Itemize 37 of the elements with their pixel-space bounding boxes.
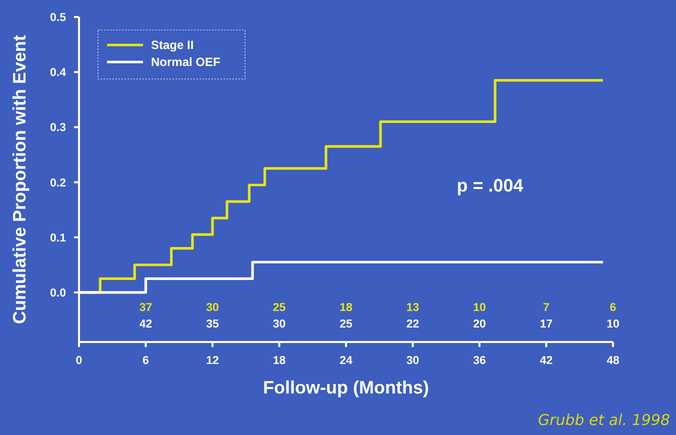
annotation: 17	[540, 318, 553, 330]
annotation: 20	[473, 318, 486, 330]
annotation: 30	[206, 302, 219, 314]
x-tick-label: 12	[206, 355, 219, 368]
annotation: 25	[272, 302, 286, 314]
annotation: 37	[139, 302, 152, 314]
annotation: 42	[139, 318, 152, 330]
y-tick-label: 0.4	[50, 67, 67, 80]
annotation: 35	[206, 318, 220, 330]
annotation: 13	[406, 302, 420, 314]
annotation: 10	[606, 318, 620, 330]
y-tick-label: 0.3	[50, 122, 66, 134]
legend-label: Stage II	[151, 38, 194, 52]
annotation: 18	[340, 302, 353, 314]
legend-label: Normal OEF	[151, 55, 220, 70]
text: Grubb et al. 1998	[538, 411, 670, 429]
x-tick-label: 0	[76, 355, 82, 368]
annotation: 10	[473, 302, 486, 314]
x-tick-label: 18	[272, 355, 286, 368]
y-axis-title: Cumulative Proportion with Event	[9, 34, 30, 324]
y-tick-label: 0.1	[50, 232, 67, 244]
x-tick-label: 30	[406, 355, 420, 368]
annotation: 25	[340, 318, 353, 330]
x-tick-label: 24	[340, 355, 353, 368]
y-tick-label: 0.5	[50, 12, 67, 24]
y-tick-label: 0.2	[50, 177, 66, 190]
x-tick-label: 42	[540, 355, 553, 368]
x-tick-label: 6	[142, 355, 149, 368]
annotation: 7	[543, 302, 550, 314]
annotation: 22	[406, 318, 420, 330]
annotation: 6	[610, 302, 616, 314]
x-tick-label: 48	[606, 355, 620, 368]
y-tick-label: 0.0	[50, 287, 66, 300]
annotation: 30	[272, 318, 286, 330]
x-axis-title: Follow-up (Months)	[263, 377, 429, 398]
annotation: p = .004	[456, 175, 524, 196]
x-tick-label: 36	[473, 355, 486, 368]
